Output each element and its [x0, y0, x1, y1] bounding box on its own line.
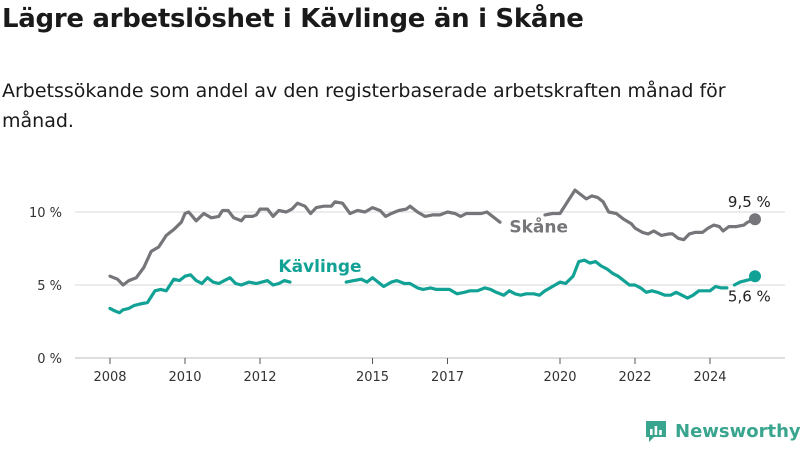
x-tick-label: 2010 [168, 370, 201, 385]
y-tick-label: 5 % [37, 279, 62, 294]
end-point-kavlinge [749, 270, 761, 283]
gridlines [75, 211, 785, 359]
chart-subtitle: Arbetssökande som andel av den registerb… [2, 80, 726, 132]
y-tick-label: 10 % [29, 206, 62, 221]
series [108, 188, 761, 315]
axes: 0 % 5 % 10 % 2008 2010 2012 2015 2017 2020 2022 20… [29, 206, 727, 385]
x-tick-label: 2012 [243, 370, 276, 385]
x-tick-label: 2022 [618, 370, 651, 385]
end-point-skane [749, 213, 761, 226]
chart-title: Lägre arbetslöshet i Kävlinge än i Skåne [2, 4, 584, 34]
brand-footer: Newsworthy [644, 419, 800, 443]
labels: Skåne Kävlinge 9,5 % 5,6 % [278, 193, 770, 306]
series-line-skane [108, 200, 502, 287]
series-label-skane: Skåne [509, 216, 568, 238]
x-tick-label: 2024 [693, 370, 726, 385]
newsworthy-logo-icon [646, 421, 666, 442]
x-tick-label: 2020 [543, 370, 576, 385]
brand-name: Newsworthy [675, 420, 800, 442]
end-label-kavlinge: 5,6 % [728, 288, 771, 306]
x-tick-label: 2017 [431, 370, 464, 385]
end-label-skane: 9,5 % [728, 193, 771, 211]
series-line-kavlinge [344, 258, 729, 300]
x-tick-label: 2015 [356, 370, 389, 385]
y-tick-label: 0 % [37, 352, 62, 367]
x-tick-label: 2008 [93, 370, 126, 385]
line-chart: 0 % 5 % 10 % 2008 2010 2012 2015 2017 2020 2022 20… [29, 188, 785, 385]
series-label-kavlinge: Kävlinge [278, 257, 361, 277]
series-line-kavlinge [108, 273, 292, 315]
series-line-skane [543, 188, 757, 242]
